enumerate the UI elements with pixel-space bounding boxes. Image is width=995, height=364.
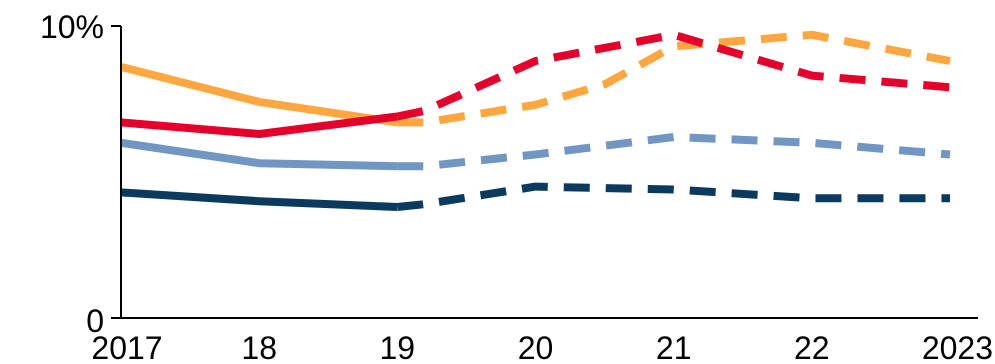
x-tick-label-22: 22 — [794, 330, 830, 364]
x-tick-label-21: 21 — [656, 330, 692, 364]
series-4-actual-line — [120, 188, 398, 211]
series-1-forecast-line — [397, 30, 951, 127]
y-tick-label-0: 0 — [86, 303, 104, 339]
series-2-actual-line — [120, 112, 398, 138]
series-4-forecast-line — [396, 182, 950, 211]
series-2-forecast-line — [396, 30, 951, 121]
tick-layer: 2017 18 19 20 21 22 2023 0 10% — [40, 9, 993, 364]
x-tick-label-19: 19 — [380, 330, 416, 364]
series-layer — [120, 30, 951, 211]
series-1-actual-line — [120, 63, 398, 127]
series-3-actual-line — [120, 138, 398, 171]
x-tick-label-20: 20 — [518, 330, 554, 364]
x-tick-label-2017: 2017 — [91, 330, 162, 364]
series-3-forecast-line — [397, 133, 951, 171]
x-tick-label-2023: 2023 — [922, 330, 993, 364]
y-tick-label-10: 10% — [40, 9, 104, 45]
x-tick-label-18: 18 — [241, 330, 277, 364]
